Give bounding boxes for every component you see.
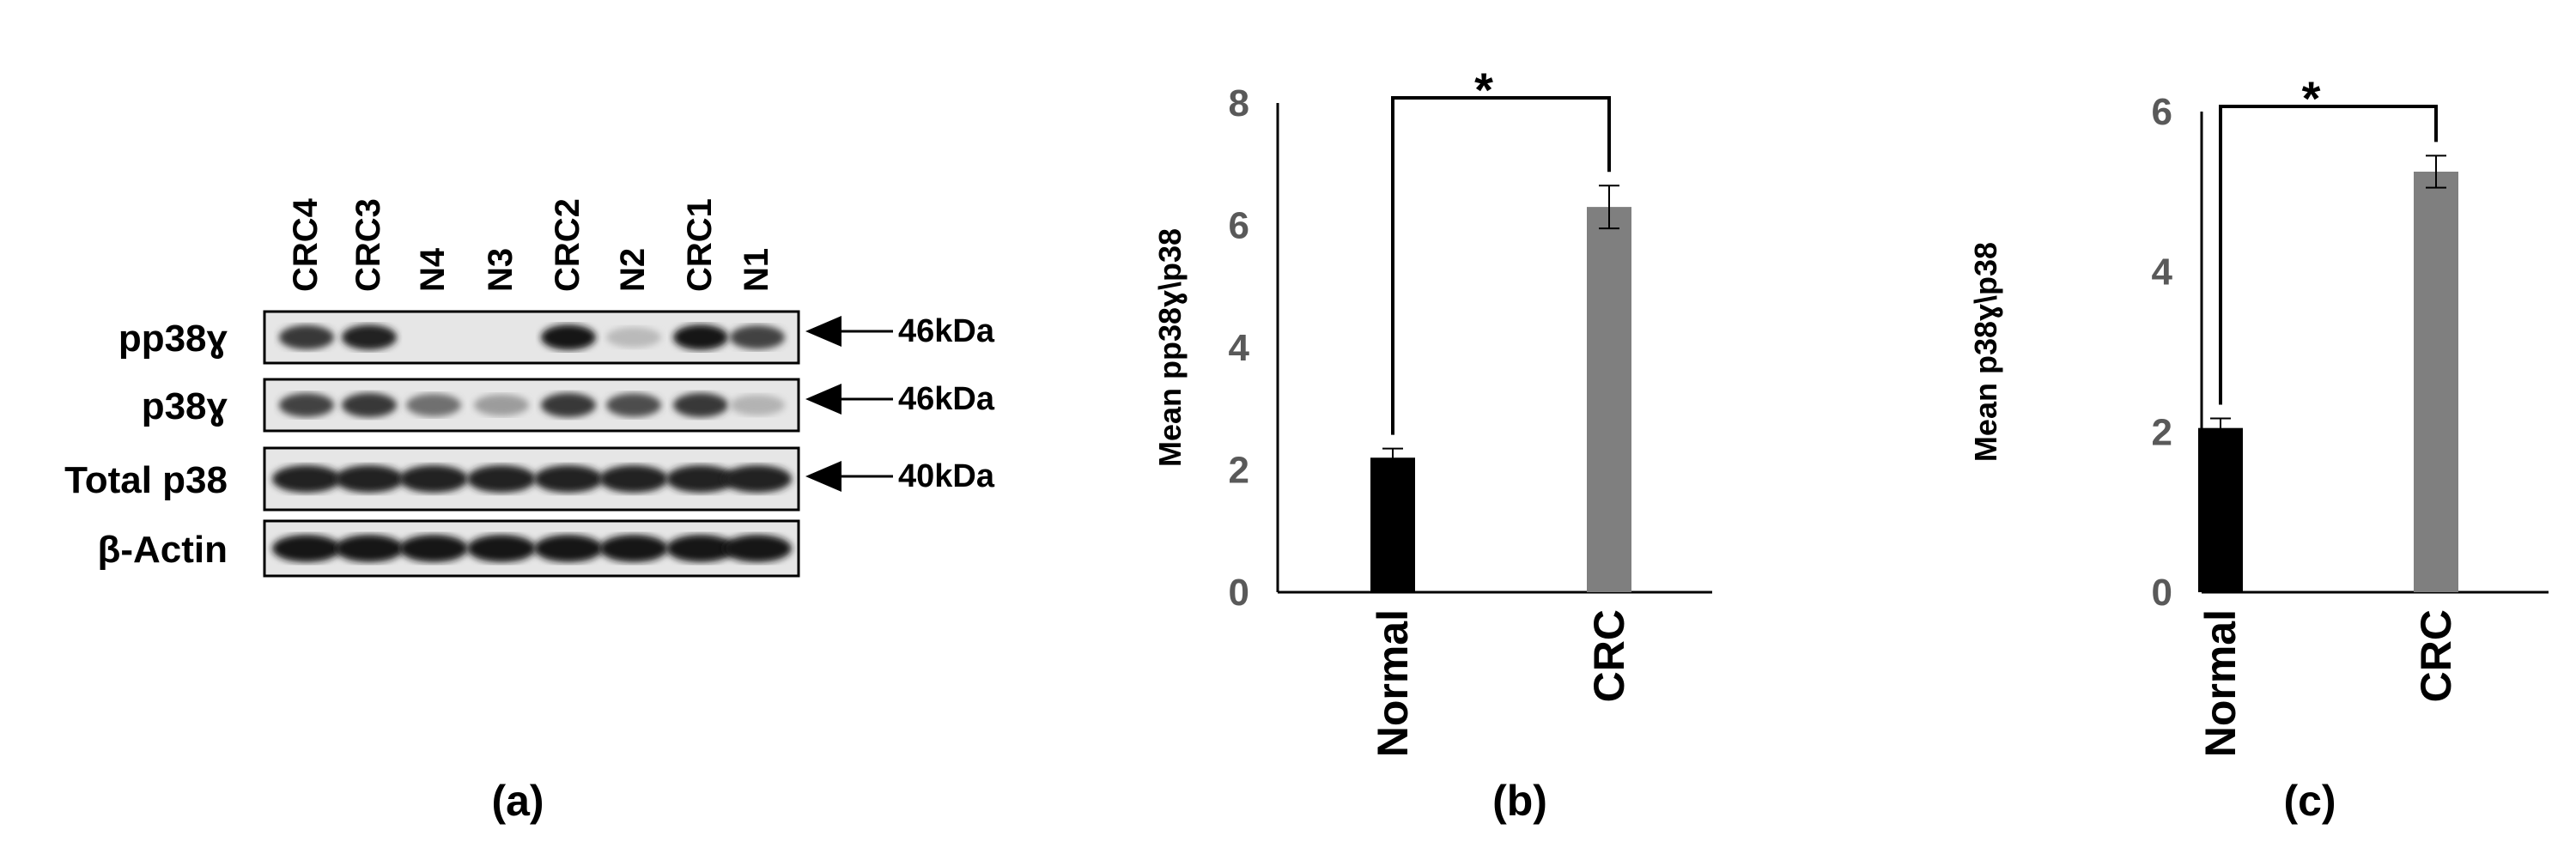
y-tick-label: 4 [1229,327,1250,369]
blot-band [406,393,461,417]
significance-bracket [1391,96,1611,435]
blot-row-label: pp38ɣ [118,318,228,360]
y-tick-label: 0 [2152,572,2172,614]
bar-chart-c: 0 2 4 6 Mean p38ɣ\p38 Normal CRC * (c) [1968,71,2549,825]
blot-row-label: β-Actin [97,529,228,571]
blot-band [599,535,668,562]
blot-band [272,465,341,493]
significance-marker: * [1474,63,1493,117]
lane-label-n4: N4 [414,247,452,292]
blot-band [730,325,785,349]
blot-band [666,535,735,562]
blot-band [335,535,404,562]
blot-band [534,465,603,493]
blot-band [606,327,661,348]
bar-crc [1587,207,1631,592]
y-tick-label: 4 [2152,251,2173,294]
blot-band [342,324,397,350]
category-label-crc: CRC [2412,609,2460,702]
significance-marker: * [2302,71,2321,125]
blot-band [279,324,334,350]
blot-band [342,392,397,418]
western-blot: CRC4 CRC3 N4 N3 CRC2 N2 CRC1 N1 pp38ɣ 46kDa p38ɣ 46… [64,197,995,825]
y-tick-label: 6 [1229,205,1249,247]
blot-band [279,393,334,417]
panel-label-a: (a) [491,777,544,825]
lane-label-crc3: CRC3 [349,198,387,292]
panel-label: (c) [2283,777,2336,825]
blot-band [335,465,404,493]
lane-label-crc4: CRC4 [287,197,325,292]
blot-band [399,465,468,493]
blot-band [730,395,785,415]
blot-band [272,535,341,562]
lane-label-n3: N3 [482,248,519,292]
y-tick-label: 2 [1229,450,1249,492]
blot-band [541,392,596,418]
blot-band [399,535,468,562]
size-label: 40kDa [898,458,995,494]
significance-bracket [2219,105,2438,405]
y-tick-label: 8 [1229,82,1249,124]
category-label-normal: Normal [2196,609,2245,757]
blot-band [474,394,529,416]
lane-label-crc1: CRC1 [681,198,719,292]
blot-band [606,393,661,417]
blot-band [666,465,735,493]
category-label-normal: Normal [1369,609,1417,757]
bar-normal [2198,427,2243,592]
blot-row-label: p38ɣ [142,385,228,427]
blot-band [534,535,603,562]
lane-label-n2: N2 [614,248,652,292]
lane-label-crc2: CRC2 [549,198,586,292]
blot-row-label: Total p38 [64,459,228,501]
y-axis-label: Mean p38ɣ\p38 [1968,242,2003,462]
lane-label-n1: N1 [738,248,775,292]
blot-band [723,535,792,562]
blot-band [673,392,728,418]
y-tick-label: 2 [2152,411,2172,453]
bar-normal [1370,457,1415,592]
blot-band [467,465,536,493]
y-tick-label: 0 [1229,572,1249,614]
bar-crc [2414,172,2458,592]
size-label: 46kDa [898,313,995,349]
blot-band [541,324,596,350]
blot-band [673,324,728,350]
y-tick-label: 6 [2152,91,2172,133]
panel-label: (b) [1492,777,1547,825]
blot-band [599,465,668,493]
size-label: 46kDa [898,381,995,417]
category-label-crc: CRC [1585,609,1633,702]
y-axis-label: Mean pp38ɣ\p38 [1152,228,1188,467]
blot-band [467,535,536,562]
blot-band [723,465,792,493]
bar-chart-b: 0 2 4 6 8 Mean pp38ɣ\p38 Normal CRC * (b) [1152,63,1712,825]
